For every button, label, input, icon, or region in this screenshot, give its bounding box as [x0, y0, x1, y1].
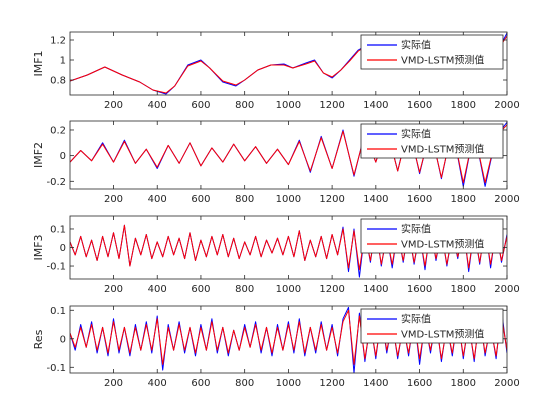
legend-box — [360, 308, 504, 344]
x-tick-label: 200 — [104, 284, 123, 295]
x-tick-label: 1800 — [451, 194, 476, 205]
x-tick-label: 400 — [148, 284, 167, 295]
x-tick-label: 2000 — [494, 100, 519, 111]
y-tick-label: 0 — [60, 243, 66, 254]
y-tick-label: 0 — [60, 151, 66, 162]
legend-entry: 实际值 — [401, 39, 431, 52]
legend: 实际值 VMD-LSTM预测值 — [360, 123, 504, 159]
y-tick-label: 0.1 — [50, 306, 66, 317]
x-tick-label: 400 — [148, 194, 167, 205]
x-tick-label: 800 — [235, 378, 254, 389]
x-tick-label: 1400 — [363, 378, 388, 389]
legend: 实际值 VMD-LSTM预测值 — [360, 34, 504, 70]
x-tick-label: 200 — [104, 194, 123, 205]
x-tick-label: 600 — [191, 194, 210, 205]
x-tick-label: 1600 — [407, 194, 432, 205]
x-tick-label: 1000 — [276, 378, 301, 389]
x-tick-label: 400 — [148, 100, 167, 111]
subplot-4: 200 400 600 800 1000 1200 1400 1600 1800 2000 -0.1… — [32, 305, 520, 389]
x-tick-label: 200 — [104, 100, 123, 111]
x-tick-label: 1000 — [276, 194, 301, 205]
legend-box — [360, 123, 504, 159]
x-tick-label: 600 — [191, 378, 210, 389]
x-tick-label: 1200 — [319, 100, 344, 111]
subplot-2: 200 400 600 800 1000 1200 1400 1600 1800 2000 -0.2… — [32, 120, 520, 205]
legend-entry: 实际值 — [401, 128, 431, 141]
y-tick-label: 0.2 — [50, 125, 66, 136]
x-tick-label: 1600 — [407, 378, 432, 389]
x-tick-label: 1400 — [363, 284, 388, 295]
x-tick-label: 1600 — [407, 284, 432, 295]
x-tick-label: 1800 — [451, 284, 476, 295]
legend-entry: 实际值 — [401, 223, 431, 236]
y-tick-label: -0.1 — [46, 363, 66, 374]
y-axis-label: IMF2 — [32, 142, 45, 168]
x-tick-label: 1200 — [319, 378, 344, 389]
y-tick-label: 0 — [60, 334, 66, 345]
y-axis-label: IMF3 — [32, 234, 45, 260]
x-tick-label: 600 — [191, 100, 210, 111]
legend: 实际值 VMD-LSTM预测值 — [360, 308, 504, 344]
x-tick-label: 2000 — [494, 284, 519, 295]
legend: 实际值 VMD-LSTM预测值 — [360, 218, 504, 254]
legend-entry: 实际值 — [401, 313, 431, 326]
legend-entry: VMD-LSTM预测值 — [401, 54, 484, 67]
x-tick-label: 1200 — [319, 194, 344, 205]
legend-entry: VMD-LSTM预测值 — [401, 328, 484, 341]
x-tick-label: 800 — [235, 284, 254, 295]
y-tick-label: 0.8 — [50, 76, 66, 87]
y-axis-label: IMF1 — [32, 50, 45, 76]
x-tick-label: 2000 — [494, 194, 519, 205]
y-axis-label: Res — [32, 329, 45, 349]
legend-entry: VMD-LSTM预测值 — [401, 143, 484, 156]
x-tick-label: 1000 — [276, 284, 301, 295]
y-tick-label: 1 — [60, 56, 66, 67]
y-tick-label: -0.1 — [46, 262, 66, 273]
x-tick-label: 800 — [235, 194, 254, 205]
x-tick-label: 200 — [104, 378, 123, 389]
legend-entry: VMD-LSTM预测值 — [401, 238, 484, 251]
subplot-3: 200 400 600 800 1000 1200 1400 1600 1800 2000 -0.1… — [32, 215, 520, 295]
x-tick-label: 1800 — [451, 378, 476, 389]
y-tick-label: 0.1 — [50, 224, 66, 235]
y-tick-label: -0.2 — [46, 177, 66, 188]
legend-box — [360, 218, 504, 254]
x-tick-label: 1600 — [407, 100, 432, 111]
x-tick-label: 1400 — [363, 100, 388, 111]
x-tick-label: 400 — [148, 378, 167, 389]
x-tick-label: 1400 — [363, 194, 388, 205]
subplot-1: 200 400 600 800 1000 1200 1400 1600 1800 2000 0.8 1… — [32, 31, 520, 111]
x-tick-label: 1800 — [451, 100, 476, 111]
x-tick-label: 2000 — [494, 378, 519, 389]
x-tick-label: 1200 — [319, 284, 344, 295]
x-tick-label: 600 — [191, 284, 210, 295]
x-tick-label: 800 — [235, 100, 254, 111]
y-tick-label: 1.2 — [50, 36, 66, 47]
x-tick-label: 1000 — [276, 100, 301, 111]
legend-box — [360, 34, 504, 70]
